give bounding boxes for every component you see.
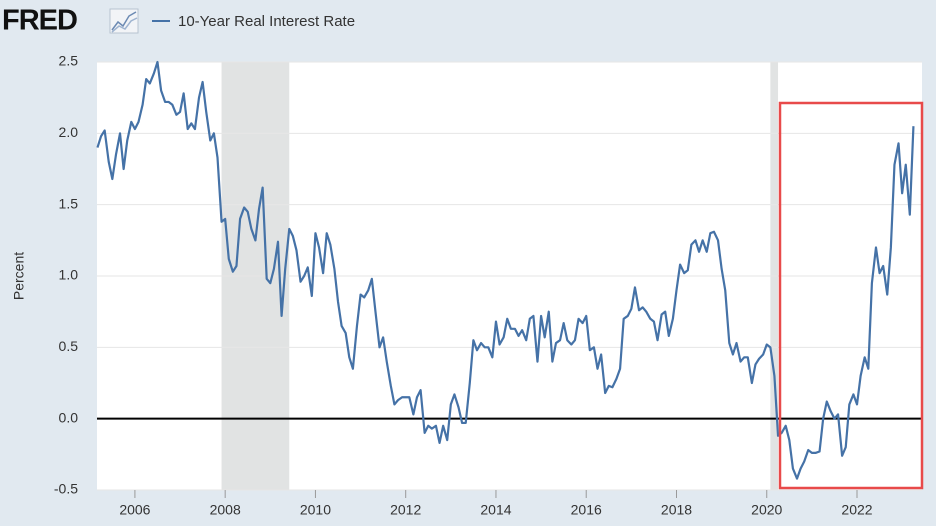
series-line	[96, 60, 915, 480]
y-tick-label: 0.0	[59, 409, 79, 425]
highlight-box	[778, 101, 924, 490]
x-tick-label: 2020	[751, 502, 782, 518]
x-tick-label: 2018	[661, 502, 692, 518]
x-tick-label: 2014	[480, 502, 511, 518]
x-tick-label: 2012	[390, 502, 421, 518]
y-tick-label: 1.0	[59, 267, 79, 283]
logo-icon	[109, 8, 139, 34]
y-tick-label: 2.0	[59, 124, 79, 140]
y-axis-label: Percent	[11, 252, 27, 300]
x-tick-label: 2016	[571, 502, 602, 518]
y-tick-label: 0.5	[59, 338, 79, 354]
x-tick-label: 2008	[210, 502, 241, 518]
x-tick-label: 2006	[119, 502, 150, 518]
plot-layer: -0.5 0.0 0.5 1.0 1.5 2.0 2.5 2006 2008 2010 2012 20…	[54, 53, 922, 518]
y-tick-label: 1.5	[59, 195, 79, 211]
y-tick-label: 2.5	[59, 53, 79, 69]
legend-label: 10-Year Real Interest Rate	[178, 13, 355, 30]
x-tick-label: 2010	[300, 502, 331, 518]
logo: FRED	[2, 5, 77, 37]
y-tick-label: -0.5	[54, 481, 78, 497]
x-tick-label: 2022	[841, 502, 872, 518]
